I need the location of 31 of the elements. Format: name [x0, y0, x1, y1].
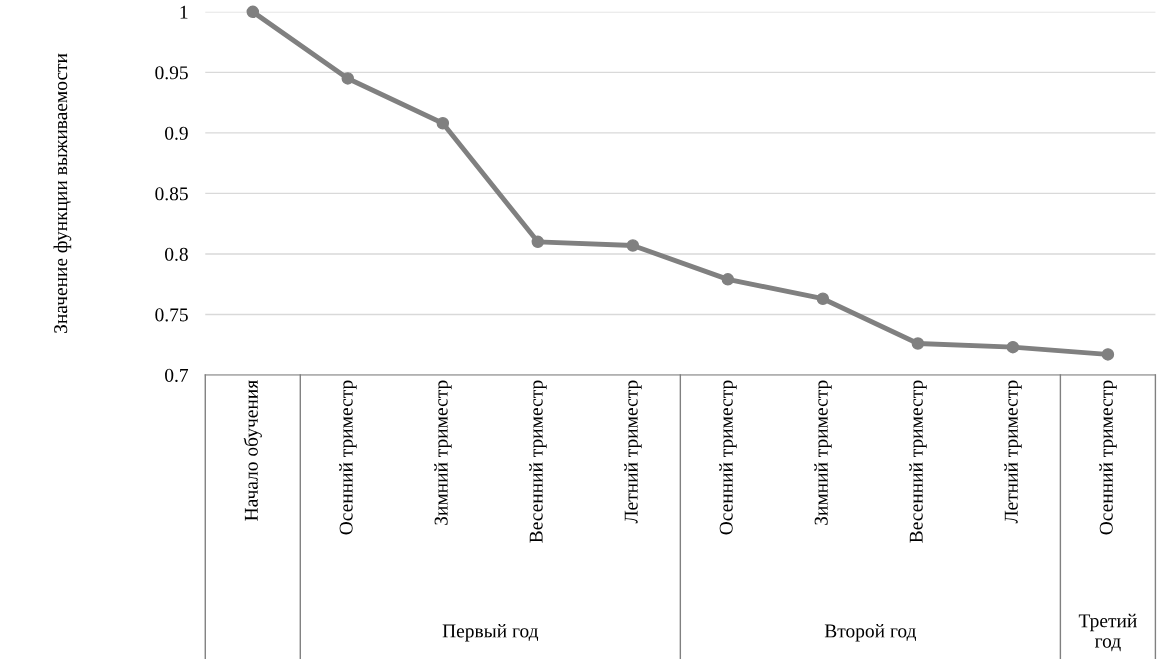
y-axis-title: Значение функции выживаемости: [53, 53, 72, 333]
y-tick-label: 0.7: [165, 368, 189, 382]
point: [246, 5, 260, 19]
point: [531, 235, 545, 249]
x-tick-label: Летний триместр: [1004, 380, 1022, 524]
y-tick-label: 0.95: [155, 66, 188, 80]
x-tick-label: Осенний триместр: [339, 380, 357, 535]
y-tick-label: 1: [180, 5, 188, 19]
y-tick-label: 0.9: [165, 126, 188, 140]
point: [816, 292, 830, 305]
y-tick-label: 0.75: [155, 308, 188, 322]
text: Второй год: [824, 624, 917, 642]
text: Первый год: [442, 624, 539, 642]
point: [1006, 340, 1020, 354]
y-tick-label: 0.85: [155, 187, 188, 201]
x-tick-label: Осенний триместр: [719, 380, 737, 535]
point: [911, 337, 925, 350]
y-tick-label: 0.8: [165, 247, 188, 261]
x-tick-label: Летний триместр: [624, 380, 642, 524]
text: Третий год: [1078, 613, 1137, 652]
x-tick-label: Весенний триместр: [909, 380, 927, 543]
x-tick-label: Осенний триместр: [1099, 380, 1117, 535]
point: [436, 116, 450, 130]
point: [626, 239, 640, 252]
x-tick-label: Начало обучения: [243, 380, 262, 521]
point: [1101, 348, 1115, 361]
point: [721, 273, 735, 286]
x-tick-label: Зимний триместр: [814, 380, 832, 525]
point: [341, 72, 355, 85]
x-tick-label: Весенний триместр: [529, 380, 547, 543]
x-tick-label: Зимний триместр: [434, 380, 452, 525]
